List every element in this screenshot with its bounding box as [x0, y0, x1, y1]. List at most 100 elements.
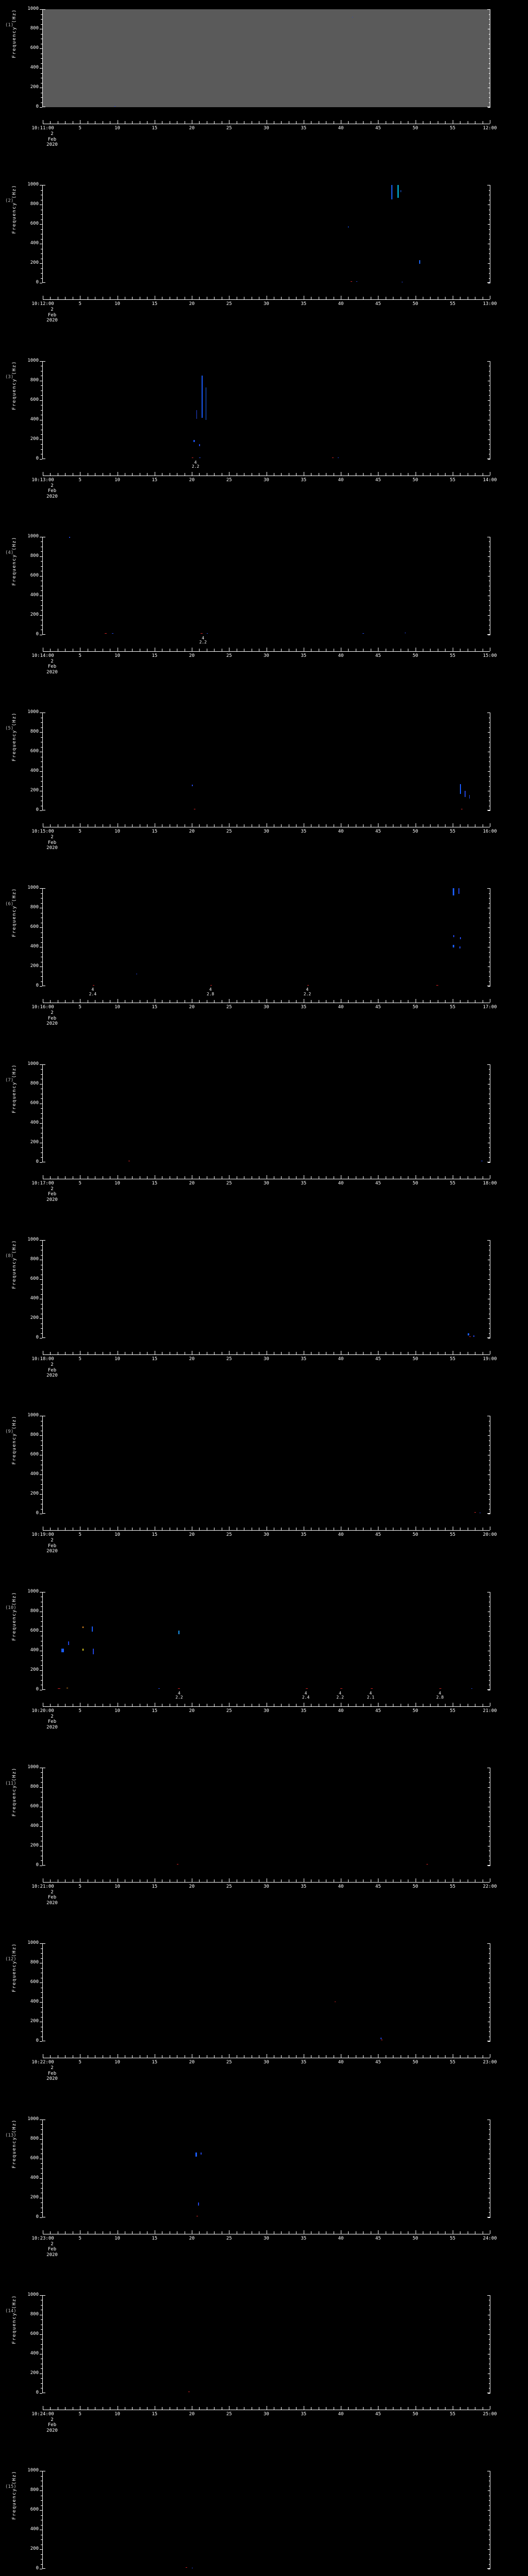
- spectral-mark: [452, 888, 454, 895]
- y-tick: [41, 2173, 42, 2174]
- x-tick-label: 15: [152, 477, 158, 483]
- x-tick-label: 20: [189, 1532, 195, 1538]
- y-tick: [40, 361, 42, 362]
- x-tick: [281, 648, 282, 651]
- x-tick-label: 55: [450, 2060, 456, 2065]
- y-tick: [41, 903, 42, 904]
- y-axis-left-spine: [42, 1064, 43, 1162]
- x-tick: [50, 1000, 51, 1003]
- y-tick: [41, 385, 42, 386]
- y-axis-title: Frequency (Hz): [12, 1591, 17, 1641]
- spectral-mark: [92, 1648, 94, 1655]
- y-tick-right: [489, 1665, 490, 1666]
- axis-cap: [42, 2568, 45, 2569]
- y-tick-label: 1000: [27, 1940, 39, 1946]
- y-tick: [41, 1680, 42, 1681]
- y-tick: [41, 1811, 42, 1812]
- x-tick-label: 35: [301, 126, 307, 131]
- y-tick-right: [489, 747, 490, 748]
- y-tick-right: [489, 444, 490, 445]
- spectrogram-panel: 0 200 400 600 800 1000 Frequency (Hz) (14) 10:24…: [0, 2286, 528, 2462]
- date-stamp-label: 2 Feb 2020: [46, 1714, 58, 1730]
- panel-number-label: (1): [5, 23, 14, 28]
- event-magnitude-annotation: 4 2.2: [303, 987, 311, 996]
- y-axis-left-spine: [42, 1416, 43, 1514]
- x-tick: [445, 1528, 446, 1531]
- panel-body: 0 200 400 600 800 1000 Frequency (Hz) (12) 10:22…: [0, 1934, 528, 2110]
- x-tick-label: 25: [226, 1180, 232, 1186]
- spectral-mark: [467, 1333, 469, 1336]
- y-tick-right: [489, 2319, 490, 2320]
- x-tick: [199, 1176, 200, 1179]
- spectral-mark: [489, 281, 490, 282]
- y-tick: [40, 48, 42, 49]
- y-tick-right: [489, 73, 490, 74]
- y-tick: [41, 219, 42, 220]
- y-axis-title: Frequency (Hz): [12, 2119, 17, 2168]
- y-tick-right: [489, 190, 490, 191]
- x-tick-label: 10: [114, 126, 120, 131]
- y-tick: [41, 2524, 42, 2526]
- y-tick-label: 400: [30, 1471, 39, 1477]
- x-tick: [430, 648, 431, 651]
- y-tick-label: 200: [30, 1315, 39, 1321]
- x-tick-label: 40: [338, 1884, 344, 1889]
- spectral-mark: [352, 16, 353, 18]
- y-tick: [40, 927, 42, 928]
- y-tick-right: [489, 1245, 490, 1246]
- y-tick: [40, 1943, 42, 1944]
- y-tick-label: 800: [30, 2487, 39, 2493]
- y-tick: [41, 761, 42, 762]
- axis-cap: [42, 888, 45, 889]
- spectral-mark: [460, 937, 461, 940]
- spectral-mark: [192, 457, 193, 458]
- y-tick-right: [489, 1074, 490, 1075]
- x-tick: [430, 1352, 431, 1355]
- date-stamp-label: 2 Feb 2020: [46, 1010, 58, 1027]
- x-tick-label: 50: [412, 1532, 418, 1538]
- spectrogram-panel: 0 200 400 600 800 1000 Frequency (Hz) (3) 4 2.2 1…: [0, 352, 528, 528]
- x-tick: [430, 1879, 431, 1882]
- y-tick: [41, 58, 42, 59]
- x-tick-label: 25: [226, 829, 232, 835]
- x-tick: [132, 472, 133, 476]
- spectral-mark: [92, 985, 94, 986]
- x-tick-label: 55: [450, 2411, 456, 2417]
- x-tick-label: 55: [450, 1357, 456, 1362]
- x-tick: [363, 121, 364, 124]
- y-tick-right: [489, 590, 490, 591]
- y-axis-title: Frequency (Hz): [12, 1767, 17, 1817]
- x-tick: [132, 297, 133, 300]
- y-tick: [41, 253, 42, 255]
- y-tick-label: 800: [30, 1432, 39, 1438]
- spectral-mark: [338, 457, 339, 458]
- panel-number-label: (7): [5, 1077, 14, 1083]
- y-tick-right: [488, 1435, 490, 1436]
- x-tick-labels: 10:19:00 5 10 15 20 25 30 35 40 45 50 55 20:00: [0, 1532, 528, 1539]
- spectral-mark: [453, 935, 455, 938]
- y-tick: [40, 575, 42, 577]
- y-tick-right: [489, 239, 490, 240]
- y-tick: [40, 2295, 42, 2296]
- event-magnitude-annotation: 4 2.8: [436, 1690, 444, 1700]
- y-tick-right: [489, 2202, 490, 2204]
- y-tick-label: 200: [30, 2194, 39, 2200]
- y-tick-label: 200: [30, 84, 39, 90]
- x-tick-label: 25: [226, 653, 232, 658]
- y-tick-right: [489, 937, 490, 938]
- y-tick: [41, 2007, 42, 2008]
- y-tick-right: [489, 1499, 490, 1500]
- axis-cap: [487, 1513, 490, 1514]
- x-tick: [199, 648, 200, 651]
- y-tick-right: [489, 541, 490, 543]
- x-tick-label: 10:14:00: [31, 653, 54, 658]
- x-tick-labels: 10:13:00 5 10 15 20 25 30 35 40 45 50 55 14:00: [0, 478, 528, 485]
- spectrogram-panel: 0 200 400 600 800 1000 Frequency (Hz) (13) 10:23…: [0, 2110, 528, 2286]
- y-tick-right: [488, 2549, 490, 2550]
- y-tick: [40, 2393, 42, 2394]
- y-tick-right: [489, 776, 490, 777]
- x-tick: [430, 2055, 431, 2058]
- y-tick-right: [489, 1948, 490, 1949]
- x-tick-label: 15: [152, 1005, 158, 1010]
